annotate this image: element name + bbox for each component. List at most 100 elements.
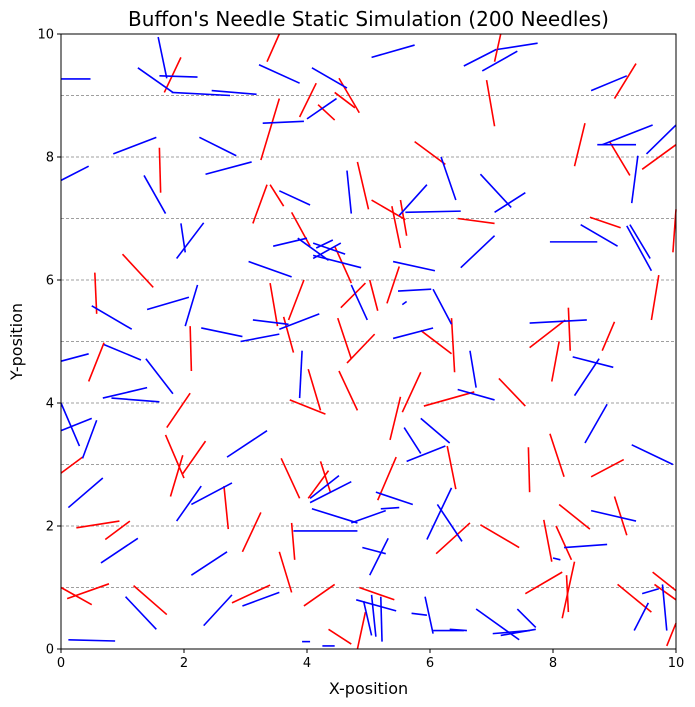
blue-needle: [81, 419, 98, 459]
blue-needle: [315, 239, 334, 249]
blue-needle: [392, 327, 434, 340]
blue-needle: [211, 89, 257, 96]
red-needle: [590, 458, 625, 478]
x-axis-label: X-position: [329, 679, 408, 698]
blue-needle: [494, 191, 526, 214]
red-needle: [280, 458, 301, 499]
red-needle: [319, 461, 332, 493]
blue-needle: [401, 300, 408, 306]
red-needle: [654, 583, 677, 601]
x-tick-label: 6: [426, 656, 434, 671]
blue-needle: [406, 445, 446, 463]
x-tick-label: 8: [549, 656, 557, 671]
red-needle: [524, 571, 563, 595]
red-needle: [368, 279, 379, 311]
blue-needle: [350, 284, 368, 321]
blue-needle: [630, 155, 639, 204]
red-needle: [241, 512, 262, 553]
blue-needle: [67, 477, 104, 509]
red-needle: [414, 140, 446, 166]
y-tick-label: 4: [46, 397, 54, 412]
red-needle: [340, 282, 366, 309]
red-needle: [672, 209, 677, 253]
red-needle: [287, 279, 305, 321]
blue-needle: [500, 628, 536, 637]
blue-needle: [262, 120, 304, 124]
blue-needle: [111, 397, 160, 403]
red-needle: [169, 455, 184, 497]
blue-needle: [190, 551, 228, 576]
red-needle: [480, 524, 520, 549]
red-needle: [356, 161, 370, 210]
blue-needle: [626, 225, 653, 272]
blue-needle: [405, 210, 461, 214]
blue-needle: [258, 64, 300, 84]
red-needle: [457, 217, 495, 225]
red-needle: [163, 57, 182, 93]
red-needle: [121, 253, 154, 288]
blue-needle: [590, 509, 637, 522]
blue-needle: [205, 161, 252, 175]
y-tick-label: 6: [46, 274, 54, 289]
blue-needle: [184, 284, 199, 327]
blue-needle: [279, 313, 320, 330]
blue-needle: [145, 358, 174, 395]
blue-needle: [572, 356, 614, 369]
blue-needle: [645, 124, 677, 155]
red-needle: [529, 319, 566, 349]
red-needle: [527, 447, 531, 493]
red-needle: [303, 583, 336, 607]
red-needle: [558, 503, 591, 530]
y-tick-label: 10: [37, 28, 54, 43]
blue-needle: [159, 75, 198, 78]
red-needle: [252, 184, 268, 224]
x-tick-label: 4: [303, 656, 311, 671]
red-needle: [565, 575, 570, 613]
blue-needle: [306, 97, 337, 120]
blue-needle: [311, 508, 358, 524]
red-needle: [567, 307, 572, 351]
blue-needle: [102, 386, 148, 399]
red-needle: [652, 571, 677, 592]
red-needle: [493, 33, 502, 62]
y-tick-label: 0: [46, 643, 54, 658]
blue-needle: [436, 504, 463, 542]
blue-needle: [392, 260, 436, 272]
blue-needle: [309, 474, 340, 499]
blue-needle: [60, 417, 93, 432]
plot-frame: [60, 33, 677, 650]
blue-needle: [312, 242, 346, 255]
blue-needle: [370, 594, 377, 637]
chart-title: Buffon's Needle Static Simulation (200 N…: [128, 7, 609, 31]
red-needle: [290, 211, 311, 247]
red-needle: [359, 586, 395, 601]
red-needle: [346, 333, 376, 364]
blue-needle: [298, 350, 303, 399]
red-needle: [104, 520, 131, 541]
red-needle: [317, 104, 336, 121]
blue-needle: [629, 224, 651, 259]
red-needle: [182, 440, 207, 475]
red-needle: [66, 583, 110, 600]
blue-needle: [124, 596, 157, 630]
blue-needle: [226, 430, 268, 458]
red-needle: [450, 318, 456, 373]
red-needle: [334, 91, 356, 109]
red-needle: [158, 147, 162, 193]
red-needle: [269, 184, 285, 207]
blue-needle: [112, 136, 157, 155]
red-needle: [420, 329, 453, 355]
blue-needle: [180, 223, 187, 253]
blue-needle: [143, 175, 167, 214]
red-needle: [386, 266, 401, 304]
blue-needle: [424, 596, 434, 634]
blue-needle: [449, 628, 467, 632]
blue-needle: [457, 388, 495, 401]
blue-needle: [633, 602, 650, 631]
blue-needle: [100, 537, 139, 564]
blue-needle: [375, 491, 414, 506]
blue-needle: [312, 254, 362, 269]
red-needle: [549, 433, 565, 478]
blue-needle: [411, 612, 428, 616]
blue-needle: [278, 190, 311, 206]
